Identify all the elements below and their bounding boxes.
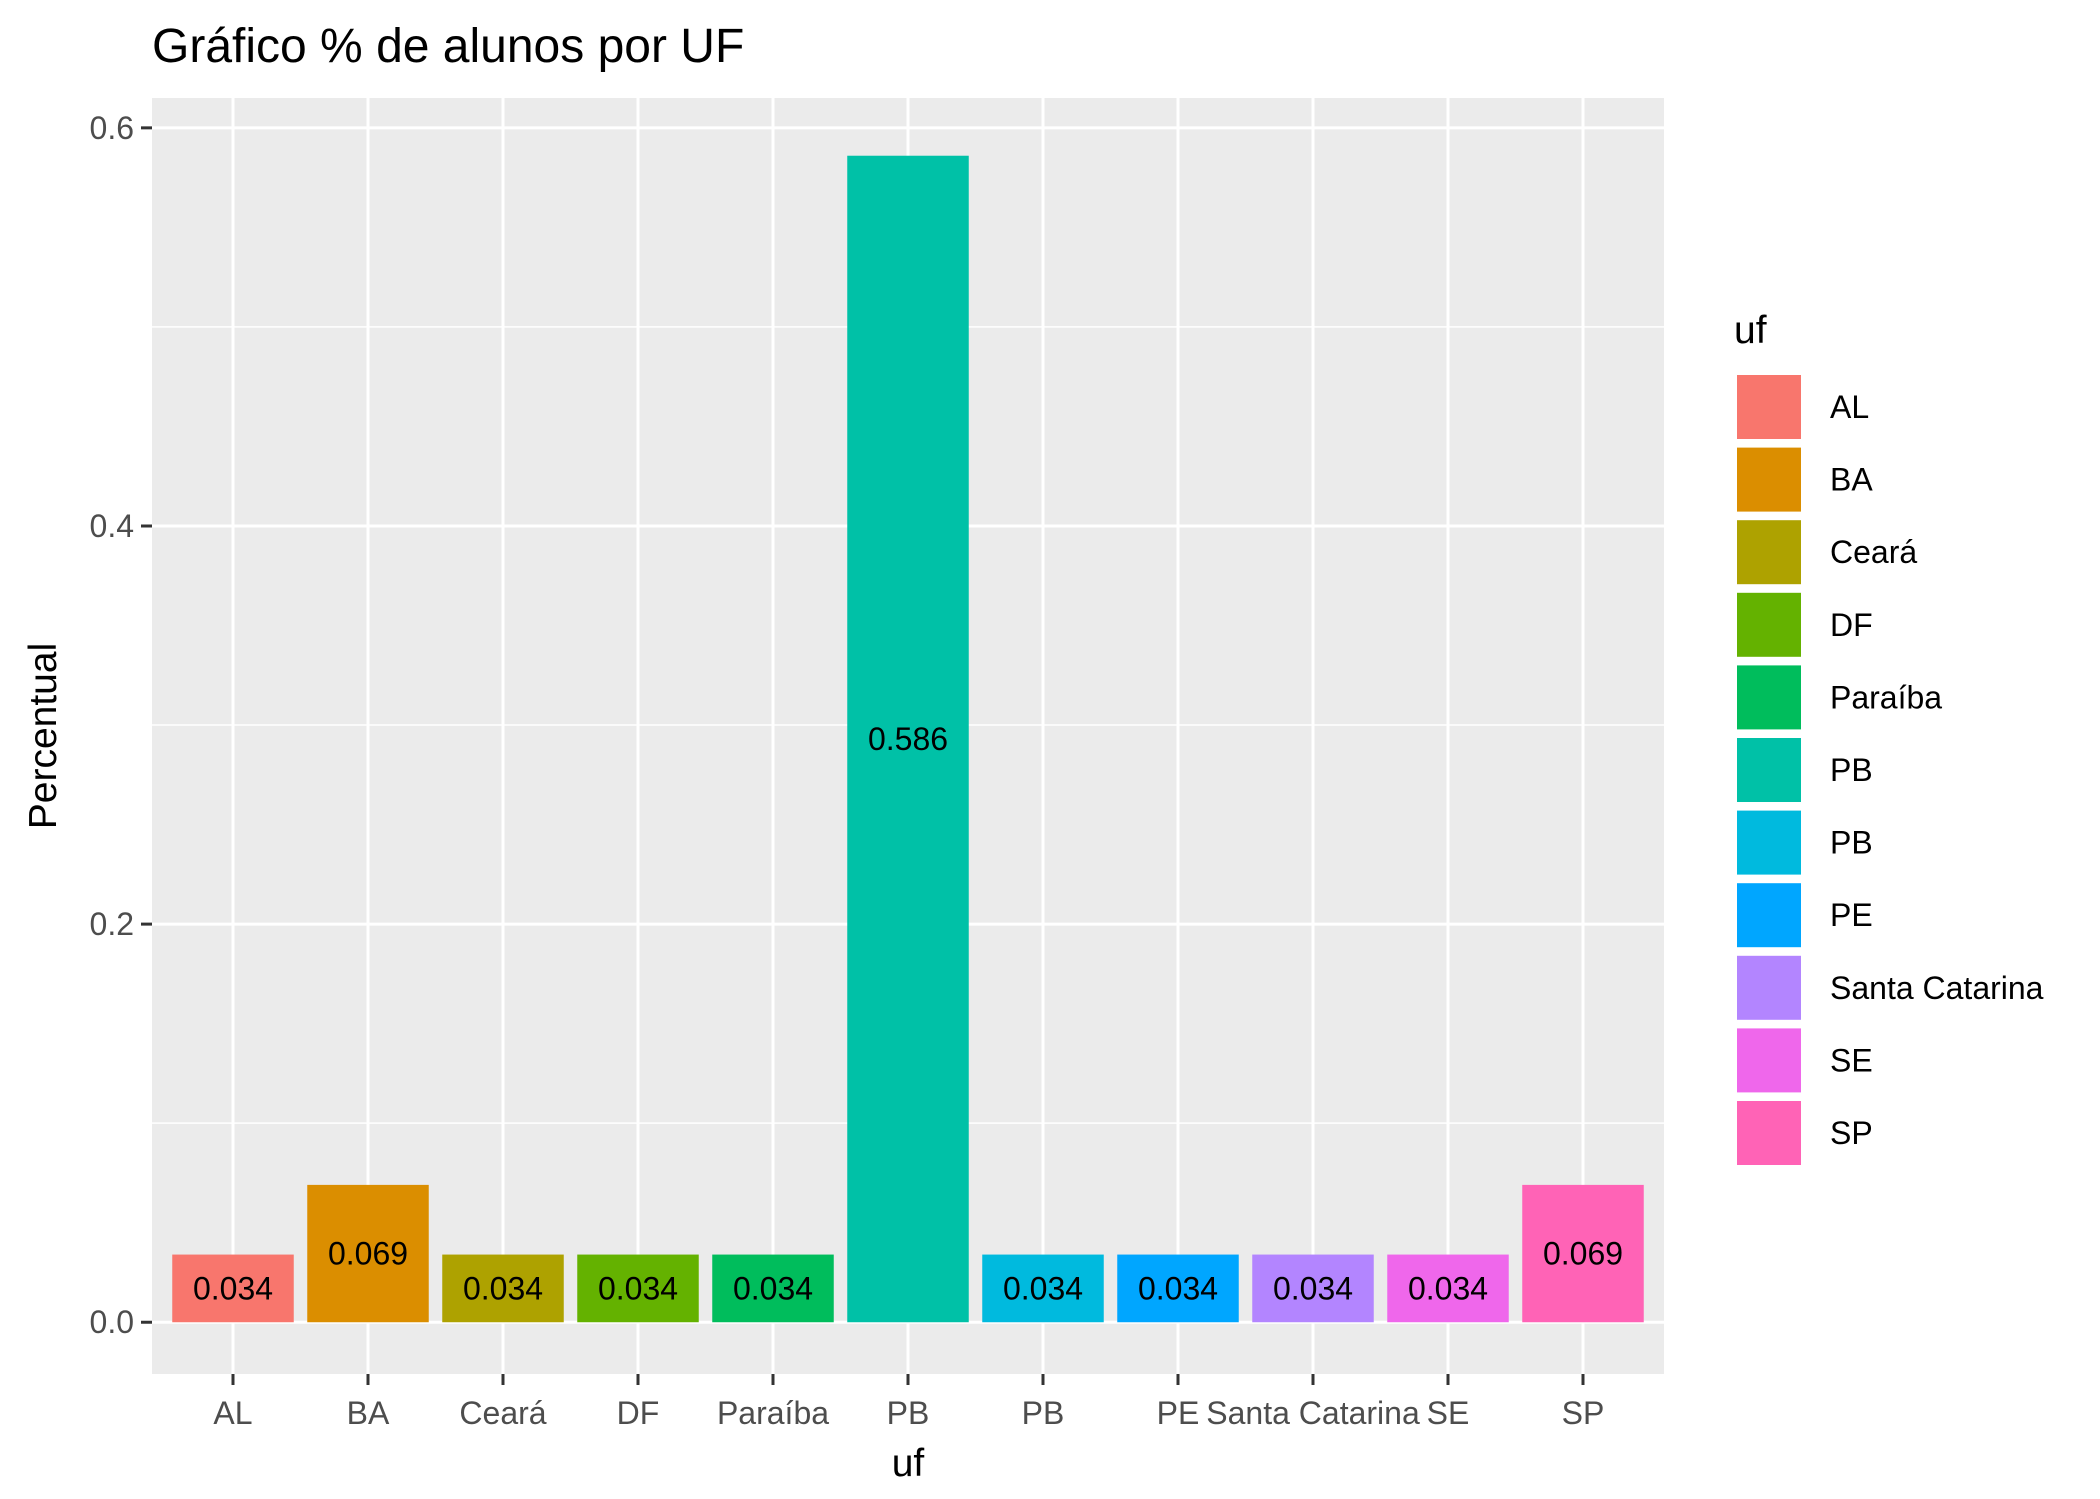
legend-label: PB: [1830, 825, 1873, 861]
bar-value-label: 0.034: [463, 1270, 543, 1306]
legend-label: AL: [1830, 389, 1869, 425]
x-tick-label: AL: [213, 1395, 252, 1431]
bar: [172, 1254, 294, 1323]
major-gridlines: [152, 98, 1664, 1374]
legend-key: [1735, 373, 1803, 441]
x-tick-label: SE: [1427, 1395, 1470, 1431]
legend-title: uf: [1734, 309, 1767, 352]
legend-label: PE: [1830, 897, 1873, 933]
bar: [1117, 1254, 1239, 1323]
legend-key: [1735, 736, 1803, 804]
y-tick-label: 0.2: [90, 906, 134, 942]
x-axis-title: uf: [892, 1442, 925, 1485]
bar: [1522, 1184, 1644, 1323]
bar-value-label: 0.034: [1138, 1270, 1218, 1306]
bar: [307, 1184, 429, 1323]
legend-key: [1735, 808, 1803, 877]
legend-label: Ceará: [1830, 534, 1917, 570]
legend-key: [1735, 953, 1803, 1022]
bar: [577, 1254, 699, 1323]
bar: [712, 1254, 834, 1323]
y-axis: 0.0 0.2 0.4 0.6: [90, 110, 152, 1340]
chart-title: Gráfico % de alunos por UF: [152, 20, 744, 73]
legend-label: Paraíba: [1830, 679, 1942, 715]
x-tick-label: Ceará: [459, 1395, 546, 1431]
bar-value-label: 0.069: [1543, 1236, 1623, 1272]
bar-value-label: 0.034: [1273, 1270, 1353, 1306]
x-tick-label: PE: [1157, 1395, 1200, 1431]
x-tick-label: PB: [1022, 1395, 1065, 1431]
legend-key: [1735, 518, 1803, 587]
bars: [172, 155, 1644, 1323]
legend-key: [1735, 590, 1803, 659]
y-axis-title: Percentual: [22, 643, 65, 829]
x-tick-label: SP: [1562, 1395, 1605, 1431]
x-tick-label: Santa Catarina: [1206, 1395, 1420, 1431]
legend-key: [1735, 663, 1803, 732]
x-tick-label: BA: [347, 1395, 390, 1431]
x-tick-label: Paraíba: [717, 1395, 829, 1431]
bar: [847, 155, 969, 1323]
bar: [442, 1254, 564, 1323]
bar-value-label: 0.586: [868, 721, 948, 757]
bar-value-label: 0.034: [193, 1270, 273, 1306]
bar: [1387, 1254, 1509, 1323]
x-axis: AL BA Ceará DF Paraíba PB PB PE Santa Catarina SE…: [213, 1374, 1604, 1431]
legend: uf AL BA Ceará DF Paraíba PB PB PE Santa Catarin…: [1734, 309, 2044, 1167]
legend-label: SP: [1830, 1115, 1873, 1151]
legend-items: AL BA Ceará DF Paraíba PB PB PE Santa Catarina SE…: [1735, 373, 2044, 1167]
y-tick-label: 0.4: [90, 508, 134, 544]
legend-key: [1735, 881, 1803, 950]
bar-value-labels: 0.034 0.069 0.034 0.034 0.034 0.586 0.034 0.034…: [193, 721, 1623, 1306]
bar: [982, 1254, 1104, 1323]
x-tick-label: DF: [617, 1395, 660, 1431]
y-tick-label: 0.6: [90, 110, 134, 146]
legend-label: DF: [1830, 607, 1873, 643]
legend-label: PB: [1830, 752, 1873, 788]
legend-key: [1735, 1026, 1803, 1095]
bar-value-label: 0.034: [1408, 1270, 1488, 1306]
bar: [1252, 1254, 1374, 1323]
legend-label: BA: [1830, 462, 1873, 498]
bar-value-label: 0.034: [1003, 1270, 1083, 1306]
legend-key: [1735, 445, 1803, 514]
legend-label: SE: [1830, 1042, 1873, 1078]
legend-label: Santa Catarina: [1830, 970, 2044, 1006]
y-tick-label: 0.0: [90, 1304, 134, 1340]
bar-value-label: 0.069: [328, 1236, 408, 1272]
bar-value-label: 0.034: [598, 1270, 678, 1306]
legend-key: [1735, 1099, 1803, 1167]
x-tick-label: PB: [887, 1395, 930, 1431]
bar-value-label: 0.034: [733, 1270, 813, 1306]
